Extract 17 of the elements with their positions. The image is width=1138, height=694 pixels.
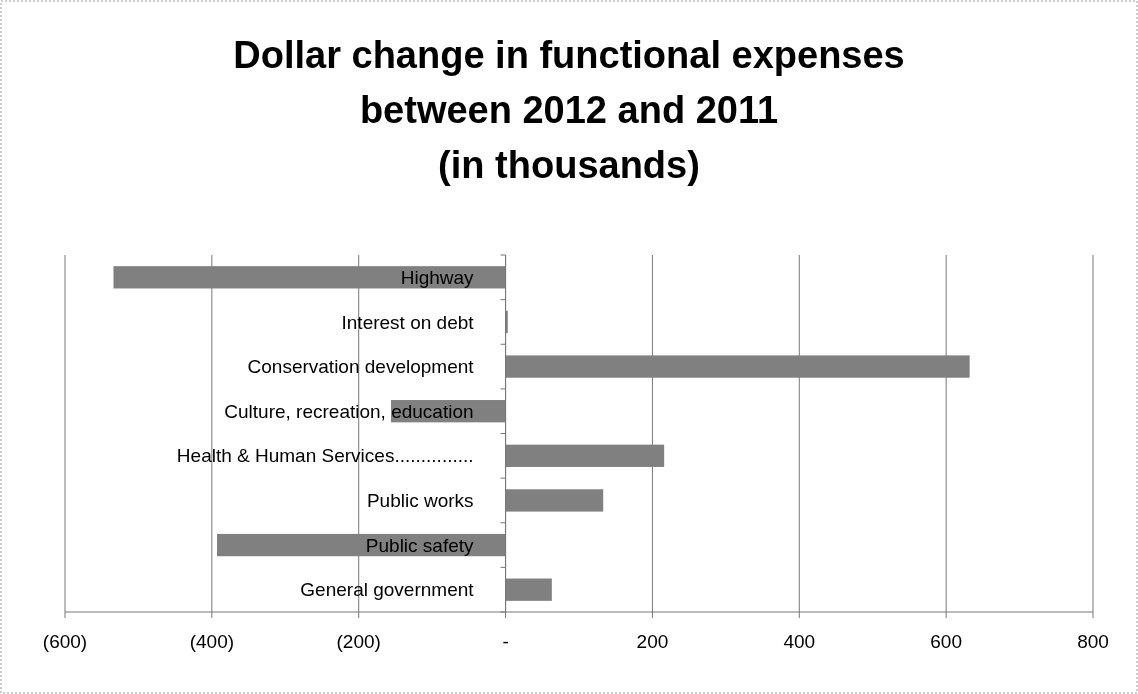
y-tick-label: Public works: [366, 490, 474, 512]
x-tick-label: (400): [189, 631, 235, 652]
y-tick-label: Health & Human Services...............: [176, 445, 474, 467]
x-tick-label: 600: [930, 631, 962, 652]
y-tick-label: Culture, recreation, education: [224, 400, 474, 422]
y-tick-label: Conservation development: [247, 356, 475, 378]
y-tick-label: General government: [300, 579, 475, 601]
y-tick-label: Highway: [400, 266, 475, 288]
x-tick-label: -: [502, 631, 509, 652]
x-tick-label: 800: [1077, 631, 1109, 652]
y-tick-label: Interest on debt: [341, 311, 475, 333]
x-tick-label: (200): [336, 631, 381, 652]
y-tick-label: Public safety: [365, 534, 475, 556]
x-tick-label: 200: [636, 631, 669, 652]
x-tick-label: (600): [42, 631, 88, 652]
x-tick-label: 400: [783, 631, 816, 652]
chart-title: Dollar change in functional expenses between 2012 and 2011 (in thousands): [233, 34, 905, 186]
